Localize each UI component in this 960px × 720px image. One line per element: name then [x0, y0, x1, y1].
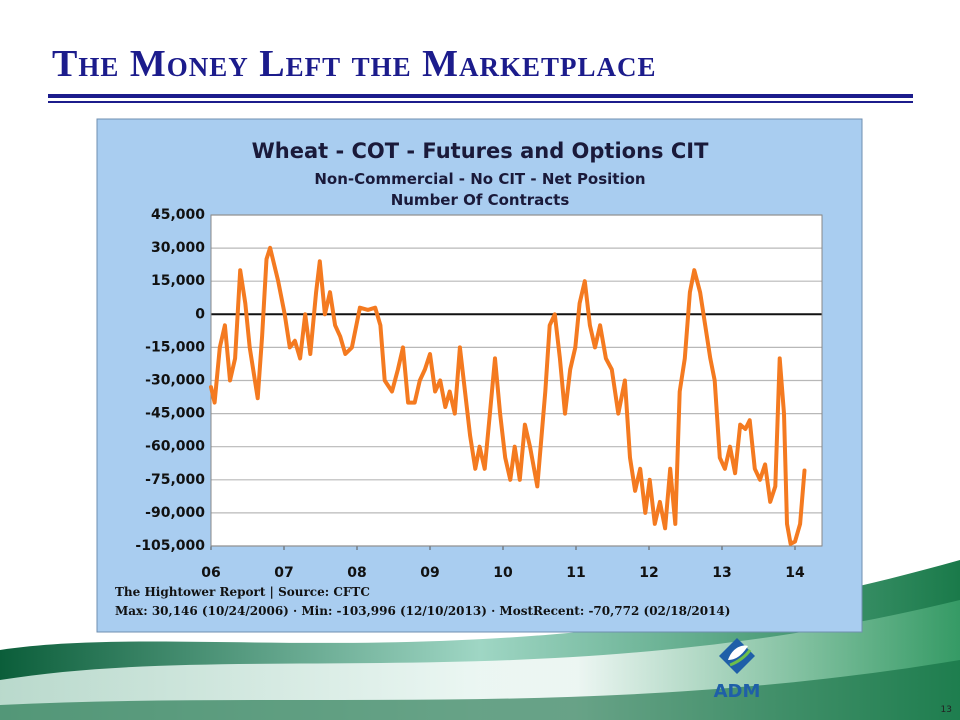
- x-tick-label: 07: [274, 565, 293, 581]
- y-tick-label: -60,000: [145, 439, 205, 455]
- y-tick-label: -45,000: [145, 406, 205, 422]
- plot-border: [210, 214, 823, 547]
- x-tick-label: 09: [420, 565, 439, 581]
- chart-title: Wheat - COT - Futures and Options CIT: [252, 139, 709, 163]
- y-tick-label: -90,000: [145, 505, 205, 521]
- source-note: The Hightower Report | Source: CFTC: [115, 585, 370, 599]
- data-line: [209, 245, 807, 546]
- chart-subtitle: Non-Commercial - No CIT - Net Position: [314, 170, 645, 188]
- x-tick-label: 08: [347, 565, 366, 581]
- swoosh: [0, 660, 960, 720]
- x-tick-label: 11: [566, 565, 585, 581]
- y-tick-label: -105,000: [135, 538, 205, 554]
- logo: ADM: [714, 638, 761, 702]
- x-tick-label: 14: [785, 565, 805, 581]
- chart-subtitle: Number Of Contracts: [391, 191, 570, 209]
- y-tick-label: 45,000: [151, 207, 205, 223]
- y-tick-label: -15,000: [145, 339, 205, 355]
- plot: 45,000 30,000 15,000 0 -15,000 -30,000 -45,000…: [135, 207, 823, 581]
- logo-text: ADM: [714, 681, 761, 702]
- title-rule: [48, 94, 913, 98]
- slide-title: The Money Left the Marketplace: [52, 43, 657, 85]
- x-tick-label: 06: [201, 565, 220, 581]
- x-tick-label: 12: [639, 565, 658, 581]
- y-tick-label: 30,000: [151, 240, 205, 256]
- title-rule: [48, 101, 913, 103]
- stats-note: Max: 30,146 (10/24/2006) · Min: -103,996…: [115, 604, 730, 618]
- y-tick-label: 15,000: [151, 273, 205, 289]
- x-tick-label: 10: [493, 565, 513, 581]
- y-tick-label: -75,000: [145, 472, 205, 488]
- page-number: 13: [941, 705, 952, 715]
- y-tick-label: 0: [195, 306, 205, 322]
- y-tick-label: -30,000: [145, 373, 205, 389]
- x-tick-label: 13: [712, 565, 731, 581]
